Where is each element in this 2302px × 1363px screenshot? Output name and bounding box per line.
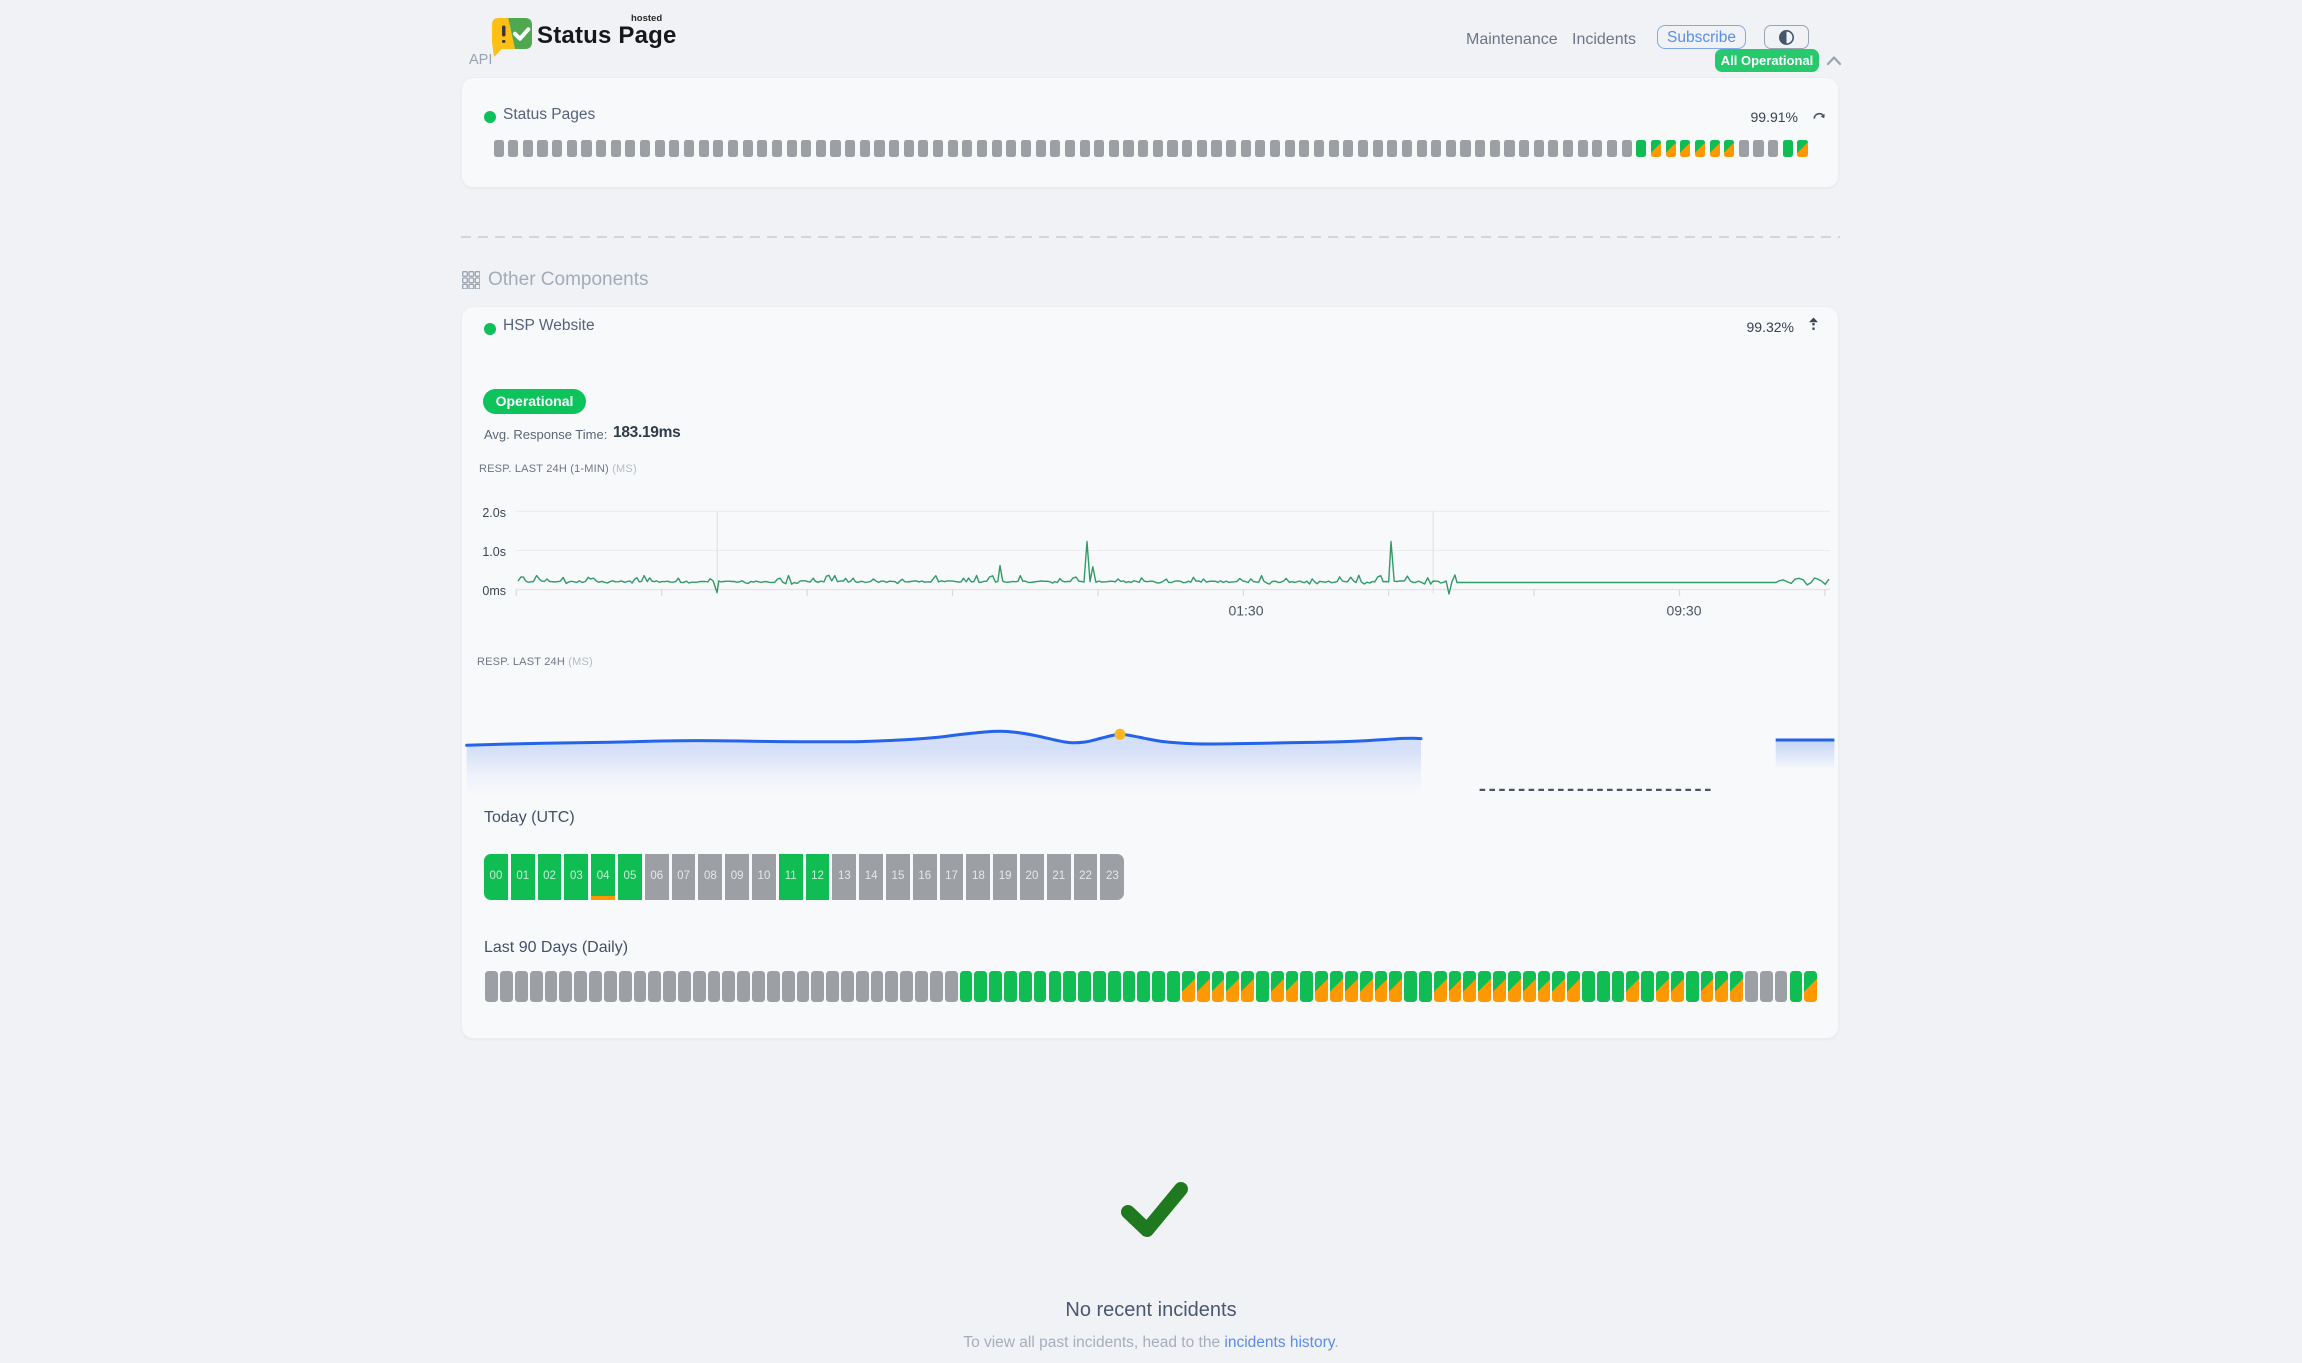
svg-text:0ms: 0ms [482, 584, 506, 598]
svg-text:1.0s: 1.0s [482, 545, 506, 559]
svg-text:01:30: 01:30 [1228, 603, 1263, 619]
svg-text:2.0s: 2.0s [482, 506, 506, 520]
svg-text:09:30: 09:30 [1666, 603, 1701, 619]
